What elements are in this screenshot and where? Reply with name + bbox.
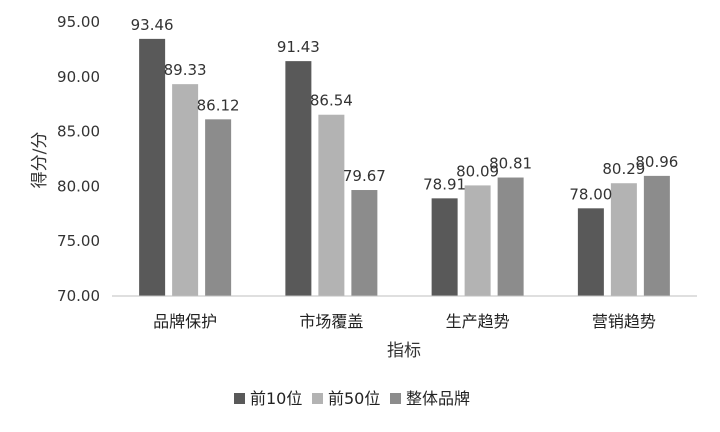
x-axis-title: 指标 — [387, 341, 421, 361]
data-label: 80.09 — [456, 162, 499, 180]
x-category-label: 品牌保护 — [153, 312, 217, 331]
y-tick-label: 95.00 — [57, 13, 100, 31]
y-tick-label: 85.00 — [57, 123, 100, 141]
data-labels: 93.46 89.33 86.12 91.43 86.54 79.67 78.9180.09… — [131, 16, 679, 203]
bar-2-1 — [172, 84, 199, 296]
bar-2-3 — [464, 185, 491, 296]
y-axis-title: 得分/分 — [30, 132, 50, 189]
bar-1-4 — [577, 208, 604, 296]
y-tick-label: 70.00 — [57, 287, 100, 305]
y-axis-tick-labels: 70.00 75.00 80.00 85.00 90.00 95.00 — [57, 13, 100, 305]
legend-swatch — [390, 393, 401, 404]
x-category-label: 生产趋势 — [446, 312, 510, 331]
data-label: 80.29 — [602, 160, 645, 178]
data-label: 79.67 — [343, 167, 386, 185]
y-tick-label: 90.00 — [57, 68, 100, 86]
x-category-label: 市场覆盖 — [299, 312, 363, 331]
bar-2-2 — [318, 114, 345, 296]
legend-swatch — [234, 393, 245, 404]
legend-label: 前10位 — [250, 389, 302, 408]
legend: 前10位 前50位 整体品牌 — [234, 389, 470, 408]
bar-3-2 — [351, 190, 378, 296]
bar-1-3 — [431, 198, 458, 296]
data-label: 86.12 — [197, 96, 240, 114]
bar-3-1 — [205, 119, 232, 296]
data-label: 80.81 — [489, 155, 532, 173]
data-label: 80.96 — [635, 153, 678, 171]
bar-1-1 — [139, 38, 166, 297]
y-tick-label: 80.00 — [57, 177, 100, 195]
legend-label: 前50位 — [328, 389, 380, 408]
data-label: 93.46 — [131, 16, 174, 34]
y-tick-label: 75.00 — [57, 232, 100, 250]
data-label: 89.33 — [164, 61, 207, 79]
x-category-label: 营销趋势 — [592, 312, 656, 331]
data-label: 91.43 — [277, 38, 320, 56]
bars — [139, 38, 670, 297]
x-axis-category-labels: 品牌保护 市场覆盖 生产趋势 营销趋势 — [153, 312, 656, 331]
bar-3-3 — [497, 177, 524, 296]
data-label: 78.00 — [569, 185, 612, 203]
legend-label: 整体品牌 — [406, 389, 470, 408]
data-label: 78.91 — [423, 175, 466, 193]
data-label: 86.54 — [310, 92, 353, 110]
bar-1-2 — [285, 61, 312, 297]
bar-2-4 — [610, 183, 637, 296]
bar-3-4 — [643, 175, 670, 296]
legend-swatch — [312, 393, 323, 404]
